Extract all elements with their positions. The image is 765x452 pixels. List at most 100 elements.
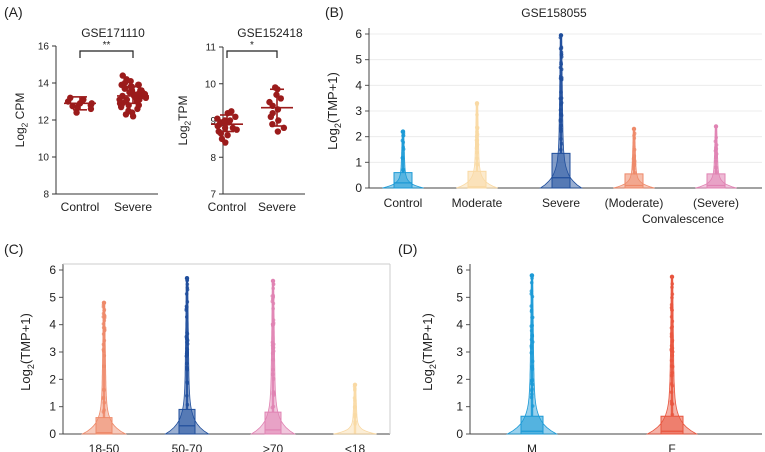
outlier-point (271, 286, 275, 291)
y-axis-label-sub: 2 (333, 123, 343, 128)
data-point (119, 72, 126, 79)
outlier-point (631, 167, 636, 171)
y-axis-label-rest: CPM (13, 93, 27, 123)
max-point (352, 382, 358, 387)
x-tick-label: Severe (258, 200, 296, 214)
outlier-point (185, 340, 189, 345)
outlier-point (529, 304, 534, 308)
panel-label-c: (C) (4, 241, 23, 257)
y-axis-label: Log2(TMP+1) (18, 313, 36, 391)
outlier-point (185, 300, 190, 304)
outlier-point (670, 319, 675, 323)
outlier-point (184, 292, 189, 296)
outlier-point (713, 139, 718, 144)
scatter-chart-a2: GSE152418 7 8 9 10 11 Log2TPM Control Severe * (176, 26, 305, 214)
y-axis-label-rest: (TMP+1) (325, 72, 340, 123)
outlier-point (102, 338, 107, 343)
outlier-point (530, 340, 535, 344)
outlier-point (559, 141, 564, 146)
box (624, 173, 644, 189)
y-axis-label-base: Log (420, 369, 435, 391)
outlier-point (271, 349, 276, 353)
outlier-point (669, 302, 674, 307)
outlier-point (102, 408, 106, 412)
outlier-point (101, 395, 106, 400)
data-point (127, 77, 134, 85)
y-axis-label-rest: (TMP+1) (420, 313, 435, 364)
significance-stars: * (250, 40, 254, 51)
outlier-point (102, 318, 107, 323)
outlier-point (670, 338, 675, 343)
outlier-point (102, 326, 107, 330)
outlier-point (558, 108, 563, 112)
outlier-point (101, 322, 106, 326)
panel-label-a: (A) (4, 4, 23, 20)
y-tick-label: 5 (49, 290, 56, 304)
outlier-point (353, 412, 357, 417)
data-point (222, 139, 229, 146)
outlier-point (669, 305, 674, 310)
series-severe (261, 84, 293, 135)
max-point (669, 274, 675, 280)
outlier-point (670, 295, 674, 300)
panel-label-b: (B) (325, 4, 344, 20)
outlier-point (101, 349, 106, 353)
y-tick-label: 1 (456, 400, 463, 414)
outlier-point (271, 345, 276, 350)
outlier-point (714, 152, 719, 156)
chart-title: GSE171110 (81, 26, 145, 40)
outlier-point (669, 332, 674, 336)
x-tick-label: Control (384, 196, 423, 210)
outlier-point (102, 307, 107, 312)
y-axis-label: Log2TPM (176, 95, 193, 145)
outlier-point (529, 388, 534, 393)
outlier-point (474, 134, 479, 139)
x-tick-label: <18 (345, 442, 366, 452)
outlier-point (529, 378, 534, 383)
outlier-point (559, 75, 564, 80)
y-tick-label: 1 (355, 155, 362, 169)
outlier-point (185, 285, 190, 290)
outlier-point (669, 315, 674, 319)
outlier-point (670, 282, 675, 286)
outlier-point (271, 377, 276, 381)
data-point (123, 96, 131, 103)
outlier-point (530, 294, 535, 299)
y-tick-label: 9 (210, 116, 216, 127)
outlier-point (475, 156, 479, 161)
x-tick-label: Severe (542, 196, 580, 210)
outlier-point (184, 304, 189, 309)
violin-3 (333, 382, 377, 435)
y-tick-label: 8 (43, 190, 49, 201)
y-tick-label: 4 (456, 318, 463, 332)
outlier-point (185, 402, 190, 407)
max-point (474, 101, 480, 106)
outlier-point (559, 50, 564, 55)
outlier-point (401, 168, 406, 173)
outlier-point (714, 169, 718, 173)
y-tick-label: 1 (49, 400, 56, 414)
data-point (69, 102, 76, 110)
outlier-point (475, 162, 479, 167)
data-point (224, 132, 231, 139)
outlier-point (529, 292, 534, 296)
series-control (211, 108, 243, 146)
outlier-point (670, 353, 675, 358)
outlier-point (669, 347, 674, 352)
outlier-point (632, 131, 637, 136)
outlier-point (184, 336, 189, 341)
outlier-point (185, 330, 189, 335)
outlier-point (669, 382, 674, 386)
outlier-point (352, 405, 357, 409)
box (264, 411, 282, 435)
max-point (400, 129, 406, 134)
outlier-point (102, 353, 107, 358)
y-tick-label: 6 (456, 263, 463, 277)
outlier-point (529, 328, 534, 333)
outlier-point (102, 388, 106, 392)
outlier-point (559, 55, 564, 59)
y-tick-label: 3 (49, 345, 56, 359)
